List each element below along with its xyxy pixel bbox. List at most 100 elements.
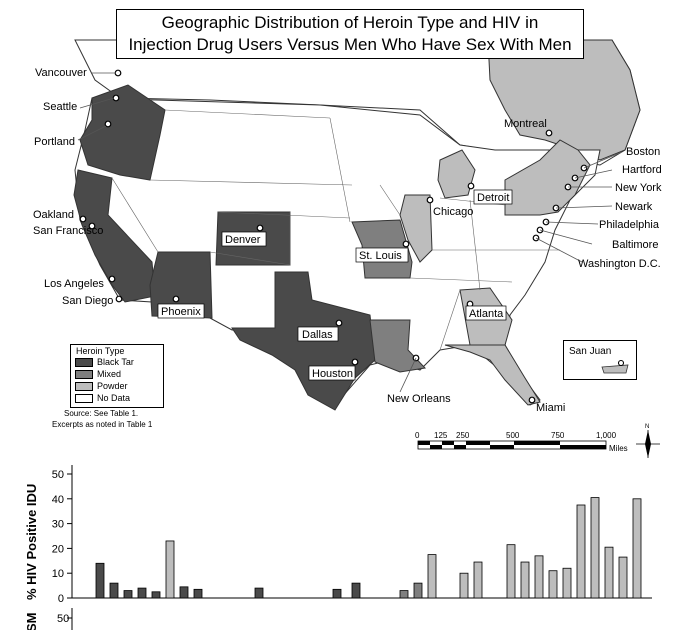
bar-5 bbox=[151, 591, 161, 599]
bar-4 bbox=[137, 587, 147, 599]
michigan-region bbox=[437, 149, 476, 199]
san-juan-inset: San Juan bbox=[563, 340, 637, 380]
bar-22 bbox=[576, 504, 586, 599]
scale-tick-1: 125 bbox=[434, 431, 448, 440]
legend-label: Powder bbox=[97, 381, 128, 391]
bar-9 bbox=[254, 587, 264, 599]
y-tick-label: 50 bbox=[52, 469, 64, 481]
second-panel-ytick-50: 50 bbox=[57, 613, 69, 625]
chart-axes bbox=[71, 465, 652, 630]
title-line-1: Geographic Distribution of Heroin Type a… bbox=[161, 13, 539, 32]
scale-tick-5: 1,000 bbox=[596, 431, 617, 440]
scale-bar: 0 125 250 500 750 1,000 Miles bbox=[415, 431, 628, 453]
north-arrow-icon: N bbox=[636, 424, 660, 458]
california-region bbox=[73, 169, 156, 303]
legend-swatch bbox=[75, 358, 93, 367]
title-line-2: Injection Drug Users Versus Men Who Have… bbox=[128, 35, 572, 54]
city-label-los-angeles: Los Angeles bbox=[44, 278, 104, 290]
city-label-new-orleans: New Orleans bbox=[387, 393, 451, 405]
state-borders bbox=[111, 109, 560, 351]
city-label-san-francisco: San Francisco bbox=[33, 225, 103, 237]
scale-tick-3: 500 bbox=[506, 431, 520, 440]
city-label-chicago: Chicago bbox=[433, 206, 473, 218]
legend-label: No Data bbox=[97, 393, 131, 403]
city-label-portland: Portland bbox=[34, 136, 75, 148]
city-label-hartford: Hartford bbox=[622, 164, 662, 176]
y-tick-label: 40 bbox=[52, 494, 64, 506]
city-label-vancouver: Vancouver bbox=[35, 67, 87, 79]
puerto-rico-shape bbox=[601, 359, 629, 374]
scale-tick-2: 250 bbox=[456, 431, 470, 440]
legend: Heroin Type Black Tar Mixed Powder No Da… bbox=[70, 344, 164, 408]
bar-23 bbox=[590, 497, 600, 599]
bar-12 bbox=[399, 590, 409, 599]
city-label-oakland: Oakland bbox=[33, 209, 74, 221]
bar-19 bbox=[534, 555, 544, 599]
city-label-dallas: Dallas bbox=[302, 329, 333, 341]
bar-18 bbox=[520, 561, 530, 599]
bar-10 bbox=[332, 588, 342, 599]
bar-3 bbox=[123, 590, 133, 599]
scale-tick-4: 750 bbox=[551, 431, 565, 440]
bar-1 bbox=[95, 562, 105, 599]
washington-oregon-region bbox=[79, 84, 166, 181]
city-label-denver: Denver bbox=[225, 234, 261, 246]
city-label-new-york: New York bbox=[615, 182, 662, 194]
city-label-philadelphia: Philadelphia bbox=[599, 219, 660, 231]
legend-swatch bbox=[75, 370, 93, 379]
city-label-atlanta: Atlanta bbox=[469, 308, 504, 320]
bar-16 bbox=[473, 561, 483, 599]
city-label-phoenix: Phoenix bbox=[161, 306, 201, 318]
bar-24 bbox=[604, 546, 614, 599]
city-label-san-juan: San Juan bbox=[569, 346, 612, 357]
florida-region bbox=[444, 344, 541, 406]
city-label-boston: Boston bbox=[626, 146, 660, 158]
y-tick-label: 0 bbox=[58, 593, 64, 605]
y-tick-label: 30 bbox=[52, 519, 64, 531]
bar-8 bbox=[193, 588, 203, 599]
map-title: Geographic Distribution of Heroin Type a… bbox=[116, 9, 584, 59]
city-label-montreal: Montreal bbox=[504, 118, 547, 130]
bar-20 bbox=[548, 570, 558, 599]
legend-label: Black Tar bbox=[97, 357, 134, 367]
legend-title: Heroin Type bbox=[76, 346, 125, 356]
bar-26 bbox=[632, 498, 642, 599]
city-label-newark: Newark bbox=[615, 201, 653, 213]
bar-13 bbox=[413, 582, 423, 599]
bar-25 bbox=[618, 556, 628, 599]
city-label-washington: Washington D.C. bbox=[578, 258, 661, 270]
legend-swatch bbox=[75, 394, 93, 403]
city-label-seattle: Seattle bbox=[43, 101, 77, 113]
city-label-miami: Miami bbox=[536, 402, 565, 414]
city-label-houston: Houston bbox=[312, 368, 353, 380]
north-arrow-label: N bbox=[645, 424, 649, 430]
bar-6 bbox=[165, 540, 175, 599]
bar-15 bbox=[459, 572, 469, 599]
y-tick-label: 20 bbox=[52, 543, 64, 555]
second-panel-ylabel: SM bbox=[24, 613, 39, 630]
bar-17 bbox=[506, 544, 516, 599]
legend-label: Mixed bbox=[97, 369, 122, 379]
y-tick-label: 10 bbox=[52, 568, 64, 580]
bar-series bbox=[95, 497, 642, 599]
source-note: Source: See Table 1. bbox=[64, 409, 139, 418]
louisiana-region bbox=[369, 319, 427, 373]
y-axis-label: % HIV Positive IDU bbox=[24, 484, 39, 600]
scale-tick-0: 0 bbox=[415, 431, 420, 440]
bar-21 bbox=[562, 567, 572, 599]
bar-14 bbox=[427, 554, 437, 599]
city-label-st-louis: St. Louis bbox=[359, 250, 402, 262]
scale-unit: Miles bbox=[609, 444, 628, 453]
bar-11 bbox=[351, 582, 361, 599]
source-note-2: Excerpts as noted in Table 1 bbox=[52, 420, 153, 429]
bar-2 bbox=[109, 582, 119, 599]
city-label-baltimore: Baltimore bbox=[612, 239, 658, 251]
leader-lines bbox=[77, 72, 623, 393]
y-axis-ticks: 0 10 20 30 40 50 bbox=[52, 469, 72, 605]
northeast-region bbox=[504, 139, 591, 216]
city-label-detroit: Detroit bbox=[477, 192, 509, 204]
city-label-san-diego: San Diego bbox=[62, 295, 113, 307]
bar-7 bbox=[179, 586, 189, 599]
legend-swatch bbox=[75, 382, 93, 391]
